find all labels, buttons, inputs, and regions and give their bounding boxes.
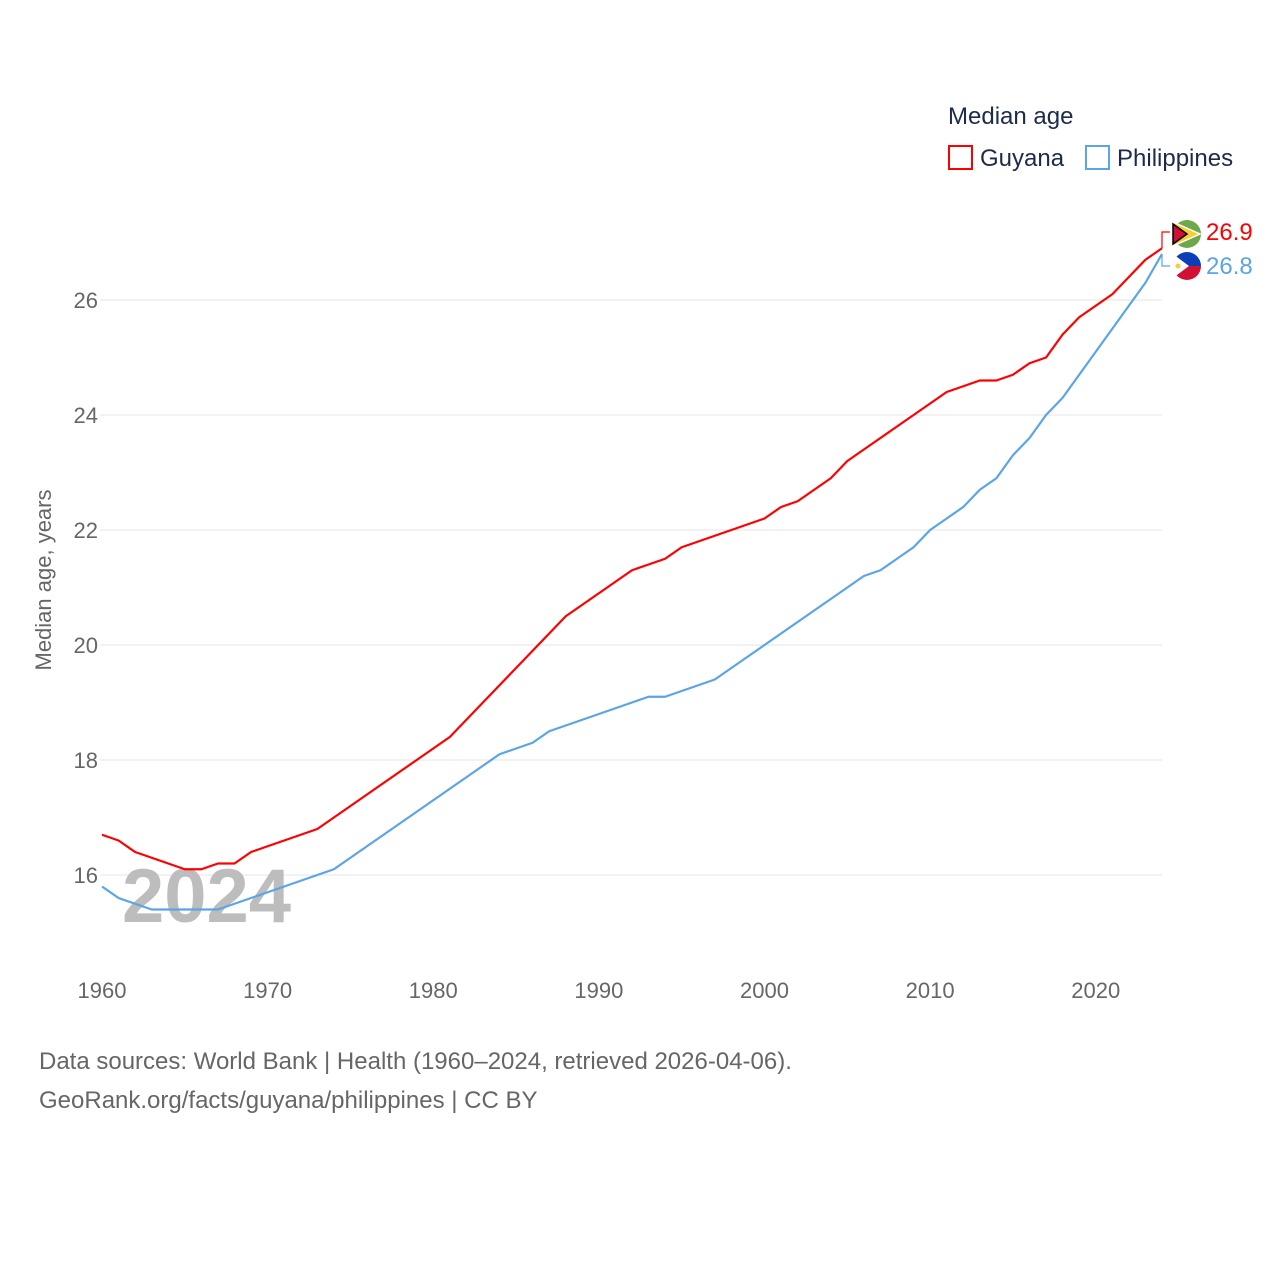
grid-lines bbox=[100, 299, 1162, 876]
y-tick-label: 24 bbox=[74, 403, 98, 428]
end-connector bbox=[1161, 231, 1170, 249]
philippines-flag-icon bbox=[1173, 252, 1201, 280]
x-tick-label: 1990 bbox=[574, 978, 623, 1003]
x-tick-label: 1960 bbox=[78, 978, 127, 1003]
legend-swatch-guyana[interactable] bbox=[948, 145, 973, 170]
x-tick-label: 2010 bbox=[906, 978, 955, 1003]
footer-link[interactable]: GeoRank.org/facts/guyana/philippines | C… bbox=[39, 1087, 538, 1114]
end-connector bbox=[1161, 254, 1170, 267]
end-labels: 26.9 26.8 bbox=[1161, 219, 1253, 280]
x-tick-label: 2020 bbox=[1071, 978, 1120, 1003]
x-axis-ticks: 1960 1970 1980 1990 2000 2010 2020 bbox=[78, 978, 1121, 1003]
y-axis-ticks: 16 18 20 22 24 26 bbox=[74, 288, 98, 888]
end-value-philippines: 26.8 bbox=[1206, 253, 1253, 280]
legend-swatch-philippines[interactable] bbox=[1085, 145, 1110, 170]
x-tick-label: 1970 bbox=[243, 978, 292, 1003]
y-tick-label: 26 bbox=[74, 288, 98, 313]
y-tick-label: 22 bbox=[74, 518, 98, 543]
end-value-guyana: 26.9 bbox=[1206, 219, 1253, 246]
footer-sources: Data sources: World Bank | Health (1960–… bbox=[39, 1048, 792, 1075]
series-line-guyana[interactable] bbox=[101, 247, 1163, 871]
legend-label-guyana[interactable]: Guyana bbox=[980, 145, 1065, 172]
legend-label-philippines[interactable]: Philippines bbox=[1117, 145, 1233, 172]
legend: Median age Guyana Philippines bbox=[948, 103, 1233, 172]
series-lines bbox=[101, 247, 1163, 911]
series-line-philippines[interactable] bbox=[101, 253, 1163, 911]
y-tick-label: 20 bbox=[74, 633, 98, 658]
y-tick-label: 16 bbox=[74, 863, 98, 888]
y-axis-label: Median age, years bbox=[31, 490, 56, 671]
x-tick-label: 2000 bbox=[740, 978, 789, 1003]
guyana-flag-icon bbox=[1172, 220, 1202, 248]
y-tick-label: 18 bbox=[74, 748, 98, 773]
legend-title: Median age bbox=[948, 103, 1073, 130]
x-tick-label: 1980 bbox=[409, 978, 458, 1003]
